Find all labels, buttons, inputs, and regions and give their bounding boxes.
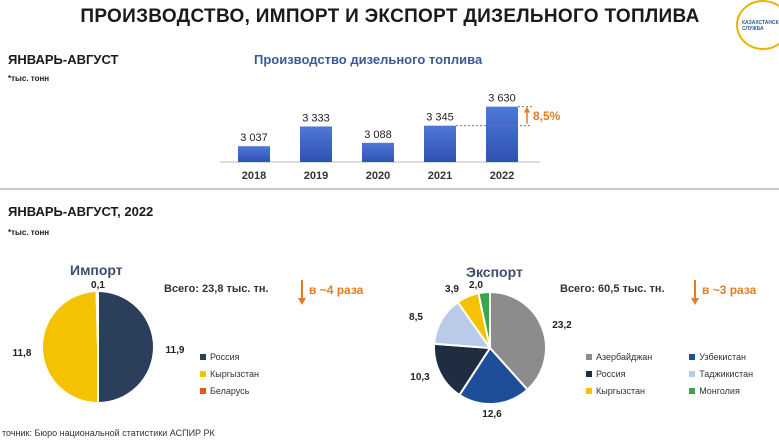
top-period-label: ЯНВАРЬ-АВГУСТ	[8, 52, 119, 67]
export-slice-2	[433, 342, 492, 397]
export-slice-label-4: 3,9	[445, 284, 459, 295]
bottom-unit-label: *тыс. тонн	[8, 228, 50, 237]
section-divider	[0, 188, 779, 190]
export-legend-swatch-3	[689, 371, 696, 377]
export-change: в ~3 раза	[702, 283, 757, 297]
bar-2022	[486, 106, 518, 162]
export-slice-label-5: 2,0	[469, 280, 483, 291]
export-legend-item-2: Россия	[586, 369, 675, 379]
export-legend-item-0: Азербайджан	[586, 352, 675, 362]
export-legend-label-2: Россия	[596, 369, 626, 379]
export-legend-label-4: Кыргызстан	[596, 386, 645, 396]
import-slice-2	[95, 289, 99, 348]
import-change: в ~4 раза	[309, 283, 364, 297]
import-total: Всего: 23,8 тыс. тн.	[164, 283, 269, 295]
import-slice-label-2: 0,1	[91, 280, 105, 291]
top-unit-label: *тыс. тонн	[8, 74, 50, 83]
export-legend-item-3: Таджикистан	[689, 369, 776, 379]
import-arrow-down-icon	[298, 298, 306, 305]
export-legend-swatch-0	[586, 354, 592, 360]
bottom-period-label: ЯНВАРЬ-АВГУСТ, 2022	[8, 204, 154, 219]
logo: КАЗАХСТАНСКАЯ СЛУЖБА	[736, 0, 779, 50]
bar-category-label-2018: 2018	[242, 170, 266, 182]
growth-annotation: 8,5%	[533, 109, 561, 123]
import-legend-item-2: Беларусь	[200, 386, 259, 396]
source-note: точник: Бюро национальной статистики АСП…	[2, 428, 215, 438]
export-legend-label-0: Азербайджан	[596, 352, 653, 362]
import-legend-swatch-1	[200, 371, 206, 377]
import-legend: Россия Кыргызстан Беларусь	[200, 352, 259, 396]
import-legend-item-0: Россия	[200, 352, 259, 362]
export-legend-swatch-1	[689, 354, 696, 360]
export-legend-swatch-4	[586, 388, 592, 394]
bar-chart: 3 037 2018 3 333 2019 3 088 2020 3 345 2021 3 63…	[220, 93, 561, 182]
import-legend-label-2: Беларусь	[210, 386, 250, 396]
import-slice-0	[97, 289, 155, 405]
import-arrow-shaft	[301, 280, 303, 300]
bar-value-label-2019: 3 333	[302, 112, 330, 124]
import-slice-label-1: 11,8	[13, 348, 32, 359]
bar-2020	[362, 142, 394, 162]
bar-2018	[238, 146, 270, 162]
growth-arrow-up-icon	[524, 106, 530, 113]
export-legend-item-1: Узбекистан	[689, 352, 776, 362]
bar-value-label-2018: 3 037	[240, 132, 268, 144]
page-title: ПРОИЗВОДСТВО, ИМПОРТ И ЭКСПОРТ ДИЗЕЛЬНОГ…	[80, 6, 700, 27]
export-slice-1	[458, 346, 529, 405]
bar-2019	[300, 126, 332, 162]
import-title: Импорт	[70, 262, 123, 278]
import-legend-swatch-2	[200, 388, 206, 394]
export-legend-swatch-2	[586, 371, 592, 377]
export-slice-label-0: 23,2	[552, 320, 572, 331]
bar-category-label-2022: 2022	[490, 170, 514, 182]
bar-chart-title: Производство дизельного топлива	[254, 52, 483, 67]
bar-category-label-2020: 2020	[366, 170, 390, 182]
bar-value-label-2020: 3 088	[364, 129, 392, 141]
export-legend-label-3: Таджикистан	[699, 369, 754, 379]
export-title: Экспорт	[466, 264, 523, 280]
export-legend-swatch-5	[689, 388, 696, 394]
import-pie-chart: 11,9 11,8 0,1	[13, 280, 185, 405]
export-legend-label-5: Монголия	[699, 386, 740, 396]
export-total: Всего: 60,5 тыс. тн.	[560, 283, 665, 295]
export-arrow-down-icon	[691, 298, 699, 305]
logo-text: КАЗАХСТАНСКАЯ СЛУЖБА	[742, 20, 779, 32]
bar-value-label-2022: 3 630	[488, 93, 516, 105]
export-legend-item-4: Кыргызстан	[586, 386, 675, 396]
bar-2021	[424, 125, 456, 162]
import-legend-label-1: Кыргызстан	[210, 369, 259, 379]
export-legend-item-5: Монголия	[689, 386, 776, 396]
import-slice-label-0: 11,9	[166, 345, 185, 356]
export-slice-0	[489, 290, 547, 392]
export-legend-label-1: Узбекистан	[699, 352, 746, 362]
export-slice-5	[477, 290, 491, 349]
bar-category-label-2019: 2019	[304, 170, 328, 182]
import-legend-label-0: Россия	[210, 352, 240, 362]
import-legend-swatch-0	[200, 354, 206, 360]
export-arrow-shaft	[694, 280, 696, 300]
bar-value-label-2021: 3 345	[426, 112, 454, 124]
export-slice-label-3: 8,5	[409, 312, 423, 323]
import-slice-1	[41, 289, 99, 405]
import-legend-item-1: Кыргызстан	[200, 369, 259, 379]
export-pie-chart: 23,2 12,6 10,3 8,5 3,9 2,0	[409, 280, 572, 420]
export-slice-label-2: 10,3	[410, 372, 430, 383]
export-slice-label-1: 12,6	[482, 409, 502, 420]
export-legend: Азербайджан Узбекистан Россия Таджикистан Кы…	[586, 352, 776, 396]
bar-category-label-2021: 2021	[428, 170, 452, 182]
